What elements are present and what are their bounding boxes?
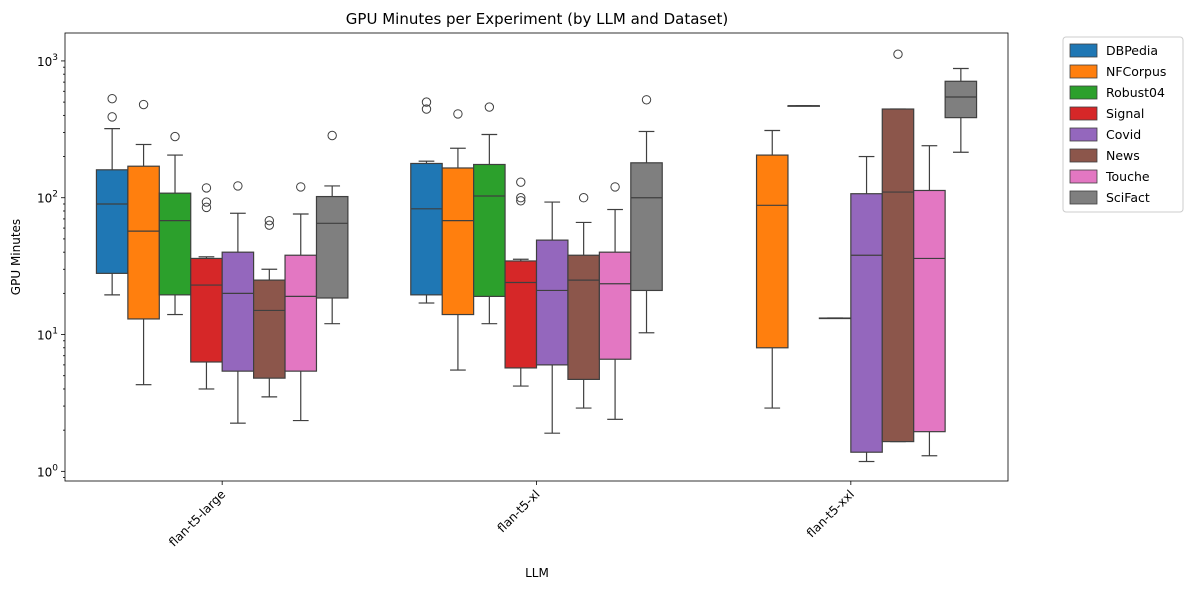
box-signal-flan-t5-xxl xyxy=(818,317,852,320)
legend-label-covid: Covid xyxy=(1106,127,1141,142)
box-covid-flan-t5-xl xyxy=(535,201,569,434)
box-body xyxy=(944,80,978,119)
box-body xyxy=(535,239,569,366)
box-nfcorpus-flan-t5-xxl xyxy=(755,129,789,409)
x-tick-label: flan-t5-large xyxy=(166,487,228,549)
box-body xyxy=(221,251,255,372)
y-tick-label: 101 xyxy=(37,327,58,343)
box-body xyxy=(441,167,475,316)
box-signal-flan-t5-xl xyxy=(504,177,538,387)
legend-swatch-nfcorpus xyxy=(1069,64,1098,79)
legend-swatch-covid xyxy=(1069,127,1098,142)
box-touche-flan-t5-xl xyxy=(598,182,632,420)
box-body xyxy=(755,154,789,349)
x-axis-label: LLM xyxy=(525,566,549,580)
box-body xyxy=(473,163,506,298)
box-body xyxy=(598,251,632,360)
box-body xyxy=(410,162,443,296)
legend-label-touche: Touche xyxy=(1105,169,1150,184)
legend-swatch-news xyxy=(1069,148,1098,163)
legend-label-nfcorpus: NFCorpus xyxy=(1106,64,1166,79)
box-body xyxy=(284,254,318,372)
outlier-point xyxy=(421,97,432,107)
box-news-flan-t5-xl xyxy=(567,193,600,409)
box-scifact-flan-t5-xl xyxy=(630,95,663,334)
y-tick-label: 103 xyxy=(37,53,58,69)
box-body xyxy=(630,162,663,292)
box-covid-flan-t5-large xyxy=(221,181,255,424)
box-robust04-flan-t5-xxl xyxy=(787,105,821,107)
outlier-point xyxy=(516,196,526,206)
box-robust04-flan-t5-xl xyxy=(473,102,506,325)
outlier-point xyxy=(264,220,275,230)
outlier-point xyxy=(296,182,306,192)
legend-frame xyxy=(1062,36,1184,213)
box-body xyxy=(881,108,915,443)
outlier-point xyxy=(201,197,212,207)
box-touche-flan-t5-xxl xyxy=(913,145,946,457)
outlier-point xyxy=(578,193,589,203)
outlier-point xyxy=(107,93,117,104)
box-body xyxy=(913,189,946,433)
legend-label-robust04: Robust04 xyxy=(1106,85,1165,100)
outlier-point xyxy=(264,215,275,226)
box-body xyxy=(567,254,600,380)
box-body xyxy=(850,193,883,453)
legend-label-scifact: SciFact xyxy=(1106,190,1150,205)
box-covid-flan-t5-xxl xyxy=(850,155,883,463)
box-body xyxy=(158,192,192,296)
box-body xyxy=(127,165,160,320)
x-axis: flan-t5-large flan-t5-xl flan-t5-xxl xyxy=(166,481,857,549)
outlier-point xyxy=(421,104,432,114)
box-body xyxy=(315,195,349,299)
outlier-point xyxy=(327,130,337,141)
box-scifact-flan-t5-large xyxy=(315,130,349,325)
legend-swatch-robust04 xyxy=(1069,85,1098,100)
legend-label-news: News xyxy=(1106,148,1140,163)
box-signal-flan-t5-large xyxy=(190,183,223,390)
outlier-point xyxy=(107,112,117,122)
outlier-point xyxy=(893,49,903,59)
x-tick-label: flan-t5-xxl xyxy=(804,487,857,540)
chart-title: GPU Minutes per Experiment (by LLM and D… xyxy=(346,10,728,28)
legend-swatch-signal xyxy=(1069,106,1098,121)
y-axis-label: GPU Minutes xyxy=(9,219,23,295)
box-nfcorpus-flan-t5-large xyxy=(127,99,160,386)
outlier-point xyxy=(201,183,212,193)
box-touche-flan-t5-large xyxy=(284,182,318,422)
legend-label-signal: Signal xyxy=(1106,106,1144,121)
legend-label-dbpedia: DBPedia xyxy=(1106,43,1158,58)
box-news-flan-t5-large xyxy=(253,215,286,398)
y-axis: 100 101 102 103 xyxy=(37,53,65,479)
legend: DBPedia NFCorpus Robust04 Signal Covid News To… xyxy=(1062,36,1184,213)
box-scifact-flan-t5-xxl xyxy=(944,67,978,153)
box-dbpedia-flan-t5-large xyxy=(95,93,129,296)
box-robust04-flan-t5-large xyxy=(158,131,192,316)
legend-swatch-dbpedia xyxy=(1069,43,1098,58)
box-body xyxy=(253,279,286,379)
y-tick-label: 100 xyxy=(37,463,58,479)
y-tick-label: 102 xyxy=(37,190,58,206)
legend-swatch-scifact xyxy=(1069,190,1098,205)
outlier-point xyxy=(453,109,463,119)
outlier-point xyxy=(516,177,526,187)
outlier-point xyxy=(170,131,180,142)
box-body xyxy=(190,257,223,363)
box-news-flan-t5-xxl xyxy=(881,49,915,443)
box-body xyxy=(95,169,129,274)
outlier-point xyxy=(610,182,620,192)
box-nfcorpus-flan-t5-xl xyxy=(441,109,475,371)
box-body xyxy=(504,260,538,369)
outlier-point xyxy=(641,95,652,105)
x-tick-label: flan-t5-xl xyxy=(495,487,543,535)
outlier-point xyxy=(233,181,243,191)
outlier-point xyxy=(516,193,526,203)
plot-area xyxy=(95,49,978,463)
legend-swatch-touche xyxy=(1069,169,1098,184)
outlier-point xyxy=(201,202,212,213)
outlier-point xyxy=(484,102,495,112)
box-dbpedia-flan-t5-xl xyxy=(410,97,443,304)
outlier-point xyxy=(138,99,149,110)
